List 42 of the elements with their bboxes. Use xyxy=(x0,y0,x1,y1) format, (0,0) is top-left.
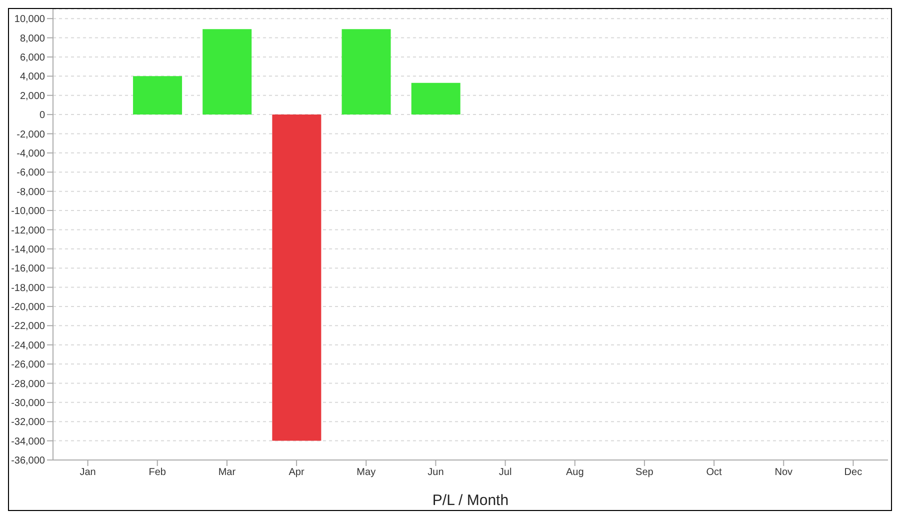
x-tick-label: Mar xyxy=(218,467,236,478)
y-tick-label: -22,000 xyxy=(11,321,46,332)
bar xyxy=(411,82,460,115)
x-tick-label: Aug xyxy=(566,467,584,478)
y-tick-label: -32,000 xyxy=(11,417,46,428)
y-tick-label: -26,000 xyxy=(11,360,46,371)
x-tick-label: Jul xyxy=(498,467,512,478)
y-tick-label: -10,000 xyxy=(11,206,46,218)
y-tick-label: 0 xyxy=(39,110,46,122)
y-tick-label: 8,000 xyxy=(20,33,46,44)
bar xyxy=(202,29,252,115)
bar xyxy=(272,114,322,441)
y-tick-label: 10,000 xyxy=(14,14,46,26)
y-tick-label: -2,000 xyxy=(16,129,46,140)
x-tick-label: Jun xyxy=(428,467,444,478)
x-tick-label: Oct xyxy=(706,467,722,478)
y-tick-label: -18,000 xyxy=(11,282,46,294)
y-tick-label: -24,000 xyxy=(11,340,46,352)
x-tick-label: Apr xyxy=(288,467,305,478)
y-tick-label: -16,000 xyxy=(11,264,46,275)
y-tick-label: -14,000 xyxy=(11,244,46,256)
x-axis-title: P/L / Month xyxy=(432,492,509,509)
y-tick-label: 6,000 xyxy=(20,52,46,64)
bar xyxy=(133,76,182,115)
x-tick-label: Dec xyxy=(844,467,862,478)
x-tick-label: Sep xyxy=(636,467,654,478)
x-tick-label: Nov xyxy=(774,467,793,478)
y-tick-label: -12,000 xyxy=(11,225,46,236)
y-tick-label: -30,000 xyxy=(11,398,46,409)
y-tick-label: 4,000 xyxy=(20,72,46,83)
y-tick-label: -28,000 xyxy=(11,378,46,390)
y-tick-label: -20,000 xyxy=(11,302,46,314)
x-tick-label: Feb xyxy=(148,467,166,478)
y-tick-label: -4,000 xyxy=(16,148,46,160)
y-tick-label: -34,000 xyxy=(11,436,46,448)
x-tick-label: May xyxy=(356,467,376,478)
bar xyxy=(342,29,391,115)
y-tick-label: 2,000 xyxy=(20,90,46,102)
x-tick-label: Jan xyxy=(80,467,96,478)
y-tick-label: -6,000 xyxy=(16,168,46,179)
y-tick-label: -8,000 xyxy=(16,186,46,198)
y-tick-label: -36,000 xyxy=(11,456,46,467)
